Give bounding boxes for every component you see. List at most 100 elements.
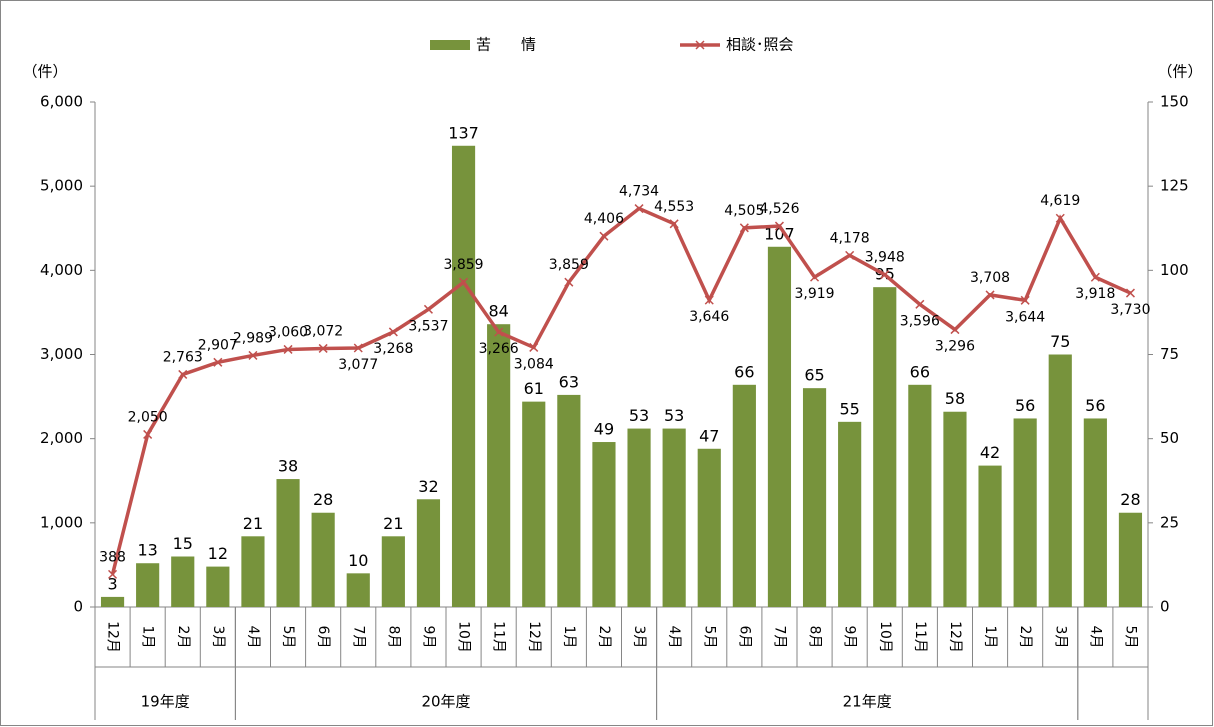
line-value-label: 4,505 xyxy=(724,203,764,219)
line-value-label: 3,646 xyxy=(689,309,729,325)
x-tick-label: 1月 xyxy=(982,626,998,649)
line-marker xyxy=(1090,272,1100,282)
bar xyxy=(206,566,230,607)
bar xyxy=(978,465,1002,607)
y-tick-label: 6,000 xyxy=(40,93,83,111)
line-value-label: 3,708 xyxy=(970,270,1010,286)
y2-tick-label: 100 xyxy=(1160,261,1189,279)
x-tick-label: 5月 xyxy=(280,626,296,649)
line-marker xyxy=(880,270,890,280)
line-marker xyxy=(669,219,679,229)
bar xyxy=(171,556,195,607)
bar-value-label: 42 xyxy=(980,443,1000,462)
x-tick-label: 3月 xyxy=(1052,626,1068,649)
bar-value-label: 47 xyxy=(699,426,719,445)
bar xyxy=(1048,354,1072,607)
y-tick-label: 5,000 xyxy=(40,177,83,195)
bar xyxy=(346,573,370,607)
line-value-label: 3,730 xyxy=(1110,302,1150,318)
bar xyxy=(873,287,897,607)
line-value-label: 3,918 xyxy=(1075,286,1115,302)
x-tick-label: 2月 xyxy=(175,626,191,649)
bar-value-label: 3 xyxy=(107,574,117,593)
line-marker xyxy=(353,343,363,353)
line-marker xyxy=(388,327,398,337)
line-value-label: 3,948 xyxy=(865,250,905,266)
bar-value-label: 21 xyxy=(243,514,263,533)
line-value-label: 3,644 xyxy=(1005,309,1045,325)
bar xyxy=(908,384,932,607)
line-marker xyxy=(143,429,153,439)
line-marker xyxy=(178,369,188,379)
line-value-label: 4,734 xyxy=(619,184,659,200)
x-tick-label: 10月 xyxy=(456,621,472,653)
line-value-label: 2,050 xyxy=(128,409,168,425)
group-label: 19年度 xyxy=(141,693,190,711)
line-value-label: 2,763 xyxy=(163,349,203,365)
bar-value-label: 38 xyxy=(278,457,298,476)
line-marker xyxy=(529,342,539,352)
bar xyxy=(522,401,546,607)
line-value-label: 3,859 xyxy=(549,257,589,273)
bar xyxy=(381,536,405,607)
line-marker xyxy=(739,223,749,233)
line-marker xyxy=(950,325,960,335)
bar-value-label: 53 xyxy=(664,406,684,425)
line-value-label: 3,537 xyxy=(408,318,448,334)
x-tick-label: 8月 xyxy=(385,626,401,649)
line-marker xyxy=(564,277,574,287)
line-value-label: 388 xyxy=(99,549,126,565)
group-label: 21年度 xyxy=(843,693,892,711)
y-tick-label: 2,000 xyxy=(40,429,83,447)
bar xyxy=(557,394,581,607)
bar xyxy=(732,384,756,607)
bar xyxy=(1118,512,1143,607)
line-value-label: 2,907 xyxy=(198,337,238,353)
x-tick-label: 5月 xyxy=(701,626,717,649)
bar-value-label: 56 xyxy=(1085,396,1105,415)
bar-value-label: 56 xyxy=(1015,396,1035,415)
y-tick-label: 0 xyxy=(73,598,83,616)
y2-tick-label: 125 xyxy=(1160,177,1189,195)
bar-value-label: 53 xyxy=(629,406,649,425)
bar xyxy=(451,145,476,607)
y2-tick-label: 0 xyxy=(1160,598,1170,616)
bar xyxy=(136,563,160,607)
x-tick-label: 5月 xyxy=(1122,626,1138,649)
x-tick-label: 2月 xyxy=(596,626,612,649)
line-marker xyxy=(283,344,293,354)
bar-value-label: 65 xyxy=(804,366,824,385)
line-value-label: 3,077 xyxy=(338,357,378,373)
bar xyxy=(311,512,335,607)
line-value-label: 3,084 xyxy=(514,356,554,372)
bar xyxy=(100,596,125,607)
x-tick-label: 8月 xyxy=(807,626,823,649)
line-marker xyxy=(1055,213,1065,223)
line-marker xyxy=(1125,288,1135,298)
bar xyxy=(697,448,721,607)
line-value-label: 3,266 xyxy=(479,341,519,357)
x-tick-label: 6月 xyxy=(315,626,331,649)
line-value-label: 4,526 xyxy=(759,201,799,217)
bar-value-label: 32 xyxy=(418,477,438,496)
line-marker xyxy=(423,304,433,314)
x-tick-label: 2月 xyxy=(1017,626,1033,649)
bar-value-label: 28 xyxy=(1120,490,1140,509)
line-value-label: 3,596 xyxy=(900,313,940,329)
x-tick-label: 1月 xyxy=(561,626,577,649)
bar-value-label: 55 xyxy=(839,399,859,418)
bar-value-label: 61 xyxy=(524,379,544,398)
bar xyxy=(767,246,792,607)
line-marker xyxy=(494,327,504,337)
line-marker xyxy=(213,357,223,367)
legend-label: 苦 情 xyxy=(476,36,536,54)
bar-value-label: 10 xyxy=(348,551,368,570)
line-value-label: 2,989 xyxy=(233,330,273,346)
bar-value-label: 66 xyxy=(910,362,930,381)
bar xyxy=(487,324,511,607)
y-tick-label: 1,000 xyxy=(40,513,83,531)
line-value-label: 3,859 xyxy=(444,257,484,273)
bar xyxy=(802,388,827,607)
